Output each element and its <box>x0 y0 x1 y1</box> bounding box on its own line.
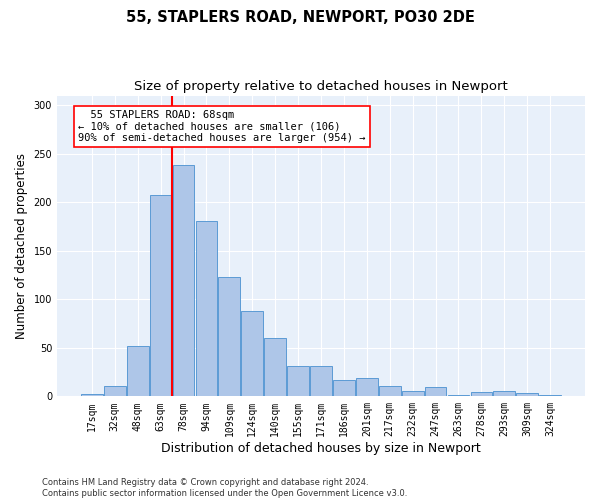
Bar <box>241 311 263 396</box>
Text: 55, STAPLERS ROAD, NEWPORT, PO30 2DE: 55, STAPLERS ROAD, NEWPORT, PO30 2DE <box>125 10 475 25</box>
Bar <box>173 166 194 396</box>
Bar <box>265 338 286 396</box>
Bar <box>517 394 538 396</box>
Bar <box>196 220 217 396</box>
Bar <box>425 386 446 396</box>
Bar <box>470 392 492 396</box>
Bar <box>379 386 401 396</box>
X-axis label: Distribution of detached houses by size in Newport: Distribution of detached houses by size … <box>161 442 481 455</box>
Bar <box>81 394 103 396</box>
Bar <box>218 277 240 396</box>
Text: 55 STAPLERS ROAD: 68sqm
← 10% of detached houses are smaller (106)
90% of semi-d: 55 STAPLERS ROAD: 68sqm ← 10% of detache… <box>78 110 365 144</box>
Bar <box>356 378 378 396</box>
Bar <box>104 386 126 396</box>
Bar <box>287 366 309 396</box>
Y-axis label: Number of detached properties: Number of detached properties <box>15 153 28 339</box>
Bar <box>127 346 149 397</box>
Bar <box>150 196 172 396</box>
Bar <box>333 380 355 396</box>
Text: Contains HM Land Registry data © Crown copyright and database right 2024.
Contai: Contains HM Land Registry data © Crown c… <box>42 478 407 498</box>
Title: Size of property relative to detached houses in Newport: Size of property relative to detached ho… <box>134 80 508 93</box>
Bar <box>493 392 515 396</box>
Bar <box>310 366 332 396</box>
Bar <box>402 392 424 396</box>
